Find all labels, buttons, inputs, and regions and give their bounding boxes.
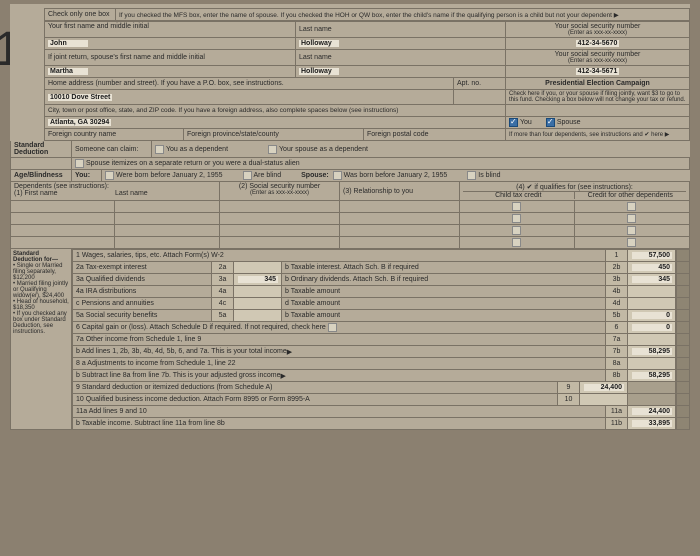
line-8a-label: 8 a Adjustments to income from Schedule …: [76, 360, 236, 367]
age-blind-label: Age/Blindness: [10, 170, 72, 181]
apt-input[interactable]: [454, 90, 506, 104]
dep-col4: (4) ✔ if qualifies for (see instructions…: [516, 183, 633, 191]
spouse-born-checkbox[interactable]: [333, 171, 342, 180]
dep-col4b: Credit for other dependents: [575, 192, 687, 199]
spouse-label2: Spouse:: [301, 172, 329, 179]
line-2a-label: 2a Tax-exempt interest: [76, 264, 147, 271]
value-3a[interactable]: 345: [238, 276, 278, 283]
city-label: City, town or post office, state, and ZI…: [48, 107, 398, 114]
value-7b[interactable]: 58,295: [632, 348, 672, 355]
line-3b-label: b Ordinary dividends. Attach Sch. B if r…: [285, 276, 428, 283]
value-11b[interactable]: 33,895: [632, 420, 672, 427]
line-7b-label: b Add lines 1, 2b, 3b, 4b, 4d, 5b, 6, an…: [76, 348, 287, 355]
line-11a-label: 11a Add lines 9 and 10: [76, 408, 147, 415]
line-8b-label: b Subtract line 8a from line 7b. This is…: [76, 372, 281, 379]
line-4d-label: d Taxable amount: [285, 300, 340, 307]
dep-row[interactable]: [10, 201, 115, 212]
dep-col1b: Last name: [115, 190, 148, 197]
income-side-text: Standard Deduction for— • Single or Marr…: [10, 249, 72, 430]
spouse-first-input[interactable]: Martha: [48, 68, 88, 75]
value-11a[interactable]: 24,400: [632, 408, 672, 415]
value-2a[interactable]: [234, 262, 282, 273]
campaign-head: Presidential Election Campaign: [545, 80, 650, 87]
spouse-ssn-label: Your social security number: [555, 51, 641, 58]
you-born-checkbox[interactable]: [105, 171, 114, 180]
line-4b-label: b Taxable amount: [285, 288, 340, 295]
value-9[interactable]: 24,400: [584, 384, 624, 391]
ssn-label: Your social security number: [555, 23, 641, 30]
you-blind-checkbox[interactable]: [243, 171, 252, 180]
you-blind-label: Are blind: [254, 172, 282, 179]
spouse-first-label: If joint return, spouse's first name and…: [48, 54, 205, 61]
line-5a-label: 5a Social security benefits: [76, 312, 157, 319]
you-label2: You:: [75, 172, 90, 179]
line-6-label: 6 Capital gain or (loss). Attach Schedul…: [76, 324, 326, 331]
spouse-ssn-hint: (Enter as xxx-xx-xxxx): [568, 58, 627, 64]
spouse-born-label: Was born before January 2, 1955: [344, 172, 448, 179]
line-9-label: 9 Standard deduction or itemized deducti…: [76, 384, 273, 391]
home-address-label: Home address (number and street). If you…: [48, 80, 284, 87]
line-11b-label: b Taxable income. Subtract line 11a from…: [76, 420, 225, 427]
check-only-label: Check only one box: [44, 9, 116, 20]
first-name-label: Your first name and middle initial: [48, 23, 149, 30]
value-6[interactable]: 0: [632, 324, 672, 331]
spouse-last-label: Last name: [299, 54, 332, 61]
you-dependent-checkbox[interactable]: [155, 145, 164, 154]
first-name-input[interactable]: John: [48, 40, 88, 47]
you-checkbox[interactable]: [509, 118, 518, 127]
line-4a-label: 4a IRA distributions: [76, 288, 136, 295]
separate-return-checkbox[interactable]: [75, 159, 84, 168]
spouse-dependent-label: Your spouse as a dependent: [279, 146, 368, 153]
line-7a-label: 7a Other income from Schedule 1, line 9: [76, 336, 201, 343]
you-born-label: Were born before January 2, 1955: [116, 172, 223, 179]
line-3a-label: 3a Qualified dividends: [76, 276, 145, 283]
foreign-postal-label: Foreign postal code: [367, 131, 428, 138]
dep-col4a: Child tax credit: [463, 192, 575, 199]
value-5b[interactable]: 0: [632, 312, 672, 319]
form-page: Check only one box If you checked the MF…: [10, 4, 690, 430]
you-label: You: [520, 119, 532, 126]
line-2b-label: b Taxable interest. Attach Sch. B if req…: [285, 264, 419, 271]
line-10-label: 10 Qualified business income deduction. …: [76, 396, 310, 403]
dep-other-checkbox[interactable]: [627, 202, 636, 211]
dependents-header: Dependents (see instructions):: [14, 183, 109, 190]
city-input[interactable]: Atlanta, GA 30294: [48, 119, 111, 126]
you-dependent-label: You as a dependent: [166, 146, 228, 153]
spouse-ssn-input[interactable]: 412-34-5671: [576, 68, 620, 75]
line-4c-label: c Pensions and annuities: [76, 300, 154, 307]
ssn-input[interactable]: 412-34-5670: [576, 40, 620, 47]
someone-claim: Someone can claim:: [75, 146, 138, 153]
line-5b-label: b Taxable amount: [285, 312, 340, 319]
line-1-label: 1 Wages, salaries, tips, etc. Attach For…: [76, 252, 224, 259]
dep-col2-hint: (Enter as xxx-xx-xxxx): [250, 190, 309, 196]
spouse-blind-checkbox[interactable]: [467, 171, 476, 180]
spouse-blind-label: Is blind: [478, 172, 500, 179]
campaign-text: Check here if you, or your spouse if fil…: [509, 91, 686, 103]
value-3b[interactable]: 345: [632, 276, 672, 283]
home-address-input[interactable]: 10010 Dove Street: [48, 94, 112, 101]
foreign-prov-label: Foreign province/state/county: [187, 131, 279, 138]
apt-label: Apt. no.: [457, 80, 481, 87]
foreign-country-label: Foreign country name: [48, 131, 116, 138]
spouse-label: Spouse: [557, 119, 581, 126]
spouse-last-input[interactable]: Holloway: [299, 68, 339, 75]
line-6-checkbox[interactable]: [328, 323, 337, 332]
deps-note: If more than four dependents, see instru…: [509, 131, 669, 138]
dep-col3: (3) Relationship to you: [343, 188, 413, 195]
dep-col1: (1) First name: [14, 190, 115, 197]
last-name-input[interactable]: Holloway: [299, 40, 339, 47]
spouse-dependent-checkbox[interactable]: [268, 145, 277, 154]
value-2b[interactable]: 450: [632, 264, 672, 271]
dep-col2: (2) Social security number: [239, 183, 320, 190]
ssn-hint: (Enter as xxx-xx-xxxx): [568, 30, 627, 36]
value-1[interactable]: 57,500: [632, 252, 672, 259]
value-8b[interactable]: 58,295: [632, 372, 672, 379]
spouse-checkbox[interactable]: [546, 118, 555, 127]
header-instruction: If you checked the MFS box, enter the na…: [116, 9, 690, 20]
last-name-label: Last name: [299, 26, 332, 33]
dep-ctc-checkbox[interactable]: [512, 202, 521, 211]
num-1: 1: [606, 250, 628, 261]
std-deduction-label: Standard Deduction: [10, 141, 72, 157]
separate-return-label: Spouse itemizes on a separate return or …: [86, 160, 300, 167]
